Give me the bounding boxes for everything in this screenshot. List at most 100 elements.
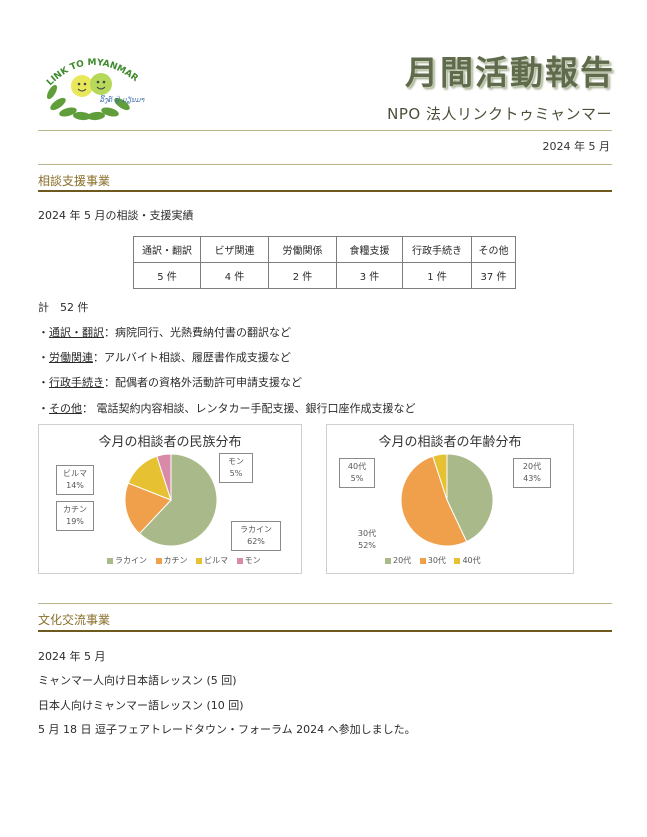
organization-name: NPO 法人リンクトゥミャンマー: [387, 105, 612, 123]
legend-item: 40代: [454, 556, 481, 565]
section-divider-bottom: [38, 630, 612, 632]
label-value: 62%: [247, 537, 265, 546]
detail-item: ・行政手続き：配偶者の資格外活動許可申請支援など: [38, 374, 302, 390]
table-header-cell: 通訳・翻訳: [133, 236, 201, 263]
legend-label: 40代: [462, 556, 481, 565]
culture-line: 2024 年 5 月: [38, 650, 106, 663]
table-header-cell: 食糧支援: [336, 236, 403, 263]
detail-item: ・労働関連：アルバイト相談、履歴書作成支援など: [38, 349, 291, 365]
label-value: 14%: [66, 481, 84, 490]
legend-label: モン: [244, 556, 261, 565]
legend-item: ビルマ: [196, 556, 228, 565]
pie-chart-ethnicity: [124, 453, 218, 547]
table-header-cell: ビザ関連: [200, 236, 269, 263]
consultation-intro: 2024 年 5 月の相談・支援実績: [38, 209, 194, 222]
legend-swatch: [107, 557, 113, 564]
section-divider-top: [38, 603, 612, 604]
detail-label: 労働関連: [49, 351, 93, 364]
chart-legend: 20代 30代 40代: [385, 555, 487, 566]
legend-item: 30代: [419, 556, 446, 565]
legend-label: ビルマ: [204, 556, 229, 565]
logo-text-bottom: ລິ້ງຄ໌ ຢູ່ ມຽນມາ: [99, 94, 145, 104]
section-title-culture: 文化交流事業: [38, 613, 111, 627]
label-category: カチン: [63, 505, 87, 514]
data-label: カチン 19%: [56, 501, 94, 531]
pie-slice-ラカイン: [138, 453, 218, 547]
pie-chart-age: [400, 453, 494, 547]
legend-swatch: [196, 557, 203, 564]
detail-bullet: ・: [38, 402, 49, 415]
chart-title: 今月の相談者の民族分布: [98, 435, 242, 450]
label-value: 43%: [523, 474, 541, 483]
table-header-cell: その他: [471, 236, 516, 263]
label-category: 20代: [522, 462, 542, 471]
report-date: 2024 年 5 月: [542, 140, 610, 153]
data-label: 40代 5%: [339, 458, 375, 488]
data-label: モン 5%: [219, 453, 253, 483]
pie-slice-30代: [400, 455, 468, 547]
table-cell: 4 件: [200, 262, 269, 289]
legend-label: ラカイン: [115, 556, 147, 565]
consultation-table: 通訳・翻訳 ビザ関連 労働関係 食糧支援 行政手続き その他 5 件 4 件 2…: [133, 236, 516, 289]
legend-swatch: [155, 557, 162, 564]
label-value: 5%: [229, 469, 243, 478]
header-divider: [38, 130, 612, 131]
data-label: ラカイン 62%: [231, 521, 281, 551]
legend-item: カチン: [155, 556, 188, 565]
detail-bullet: ・: [38, 326, 49, 339]
detail-label: その他: [49, 402, 82, 415]
legend-swatch: [419, 557, 426, 564]
section-divider-top: [38, 164, 612, 165]
chart-legend: ラカイン カチン ビルマ モン: [107, 555, 267, 566]
label-category: モン: [228, 457, 244, 466]
legend-label: 30代: [427, 556, 446, 565]
section-divider-bottom: [38, 190, 612, 192]
legend-label: 20代: [393, 556, 412, 565]
detail-text: ： 電話契約内容相談、レンタカー手配支援、銀行口座作成支援など: [82, 402, 416, 415]
legend-swatch: [454, 557, 461, 564]
label-category: 40代: [347, 462, 367, 471]
culture-line: 日本人向けミャンマー語レッスン (10 回): [38, 699, 244, 712]
legend-swatch: [236, 557, 243, 564]
pie-slice-20代: [446, 453, 494, 543]
label-value: 52%: [358, 541, 376, 550]
table-header-cell: 労働関係: [268, 236, 337, 263]
chart-age: 今月の相談者の年齢分布 40代 5% 20代 43% 30代 52% 20代 3…: [326, 424, 574, 574]
table-row: 5 件 4 件 2 件 3 件 1 件 37 件: [133, 262, 516, 289]
organization-logo: LINK TO MYANMAR ລິ້ງຄ໌ ຢູ່ ມຽນມາ: [38, 46, 148, 124]
culture-line: ミャンマー人向け日本語レッスン (5 回): [38, 674, 237, 687]
label-category: ラカイン: [240, 525, 272, 534]
pie-slice-40代: [432, 453, 448, 501]
detail-item: ・通訳・翻訳：病院同行、光熱費納付書の翻訳など: [38, 324, 291, 340]
label-value: 19%: [66, 517, 84, 526]
table-cell: 3 件: [336, 262, 403, 289]
page-title: 月間活動報告: [405, 53, 615, 92]
pie-slice-モン: [156, 453, 172, 501]
chart-ethnicity: 今月の相談者の民族分布 ビルマ 14% カチン 19% モン 5% ラカイン 6…: [38, 424, 302, 574]
legend-item: モン: [236, 556, 261, 565]
table-header-cell: 行政手続き: [402, 236, 472, 263]
consultation-total: 計 52 件: [38, 301, 89, 314]
legend-item: 20代: [385, 556, 411, 565]
chart-title: 今月の相談者の年齢分布: [378, 435, 522, 450]
detail-text: ：配偶者の資格外活動許可申請支援など: [104, 376, 302, 389]
legend-swatch: [385, 557, 391, 564]
data-label: ビルマ 14%: [56, 465, 94, 495]
label-value: 5%: [350, 474, 364, 483]
table-cell: 5 件: [133, 262, 201, 289]
table-cell: 37 件: [471, 262, 516, 289]
detail-text: ：アルバイト相談、履歴書作成支援など: [93, 351, 291, 364]
detail-label: 行政手続き: [49, 376, 104, 389]
table-header-row: 通訳・翻訳 ビザ関連 労働関係 食糧支援 行政手続き その他: [133, 236, 516, 263]
detail-text: ：病院同行、光熱費納付書の翻訳など: [104, 326, 291, 339]
data-label: 20代 43%: [513, 458, 551, 488]
detail-label: 通訳・翻訳: [49, 326, 104, 339]
culture-line: 5 月 18 日 逗子フェアトレードタウン・フォーラム 2024 へ参加しました…: [38, 723, 416, 736]
table-cell: 1 件: [402, 262, 472, 289]
detail-bullet: ・: [38, 376, 49, 389]
detail-bullet: ・: [38, 351, 49, 364]
label-category: ビルマ: [63, 469, 87, 478]
detail-item: ・その他： 電話契約内容相談、レンタカー手配支援、銀行口座作成支援など: [38, 400, 416, 416]
legend-label: カチン: [163, 556, 188, 565]
legend-item: ラカイン: [107, 556, 147, 565]
